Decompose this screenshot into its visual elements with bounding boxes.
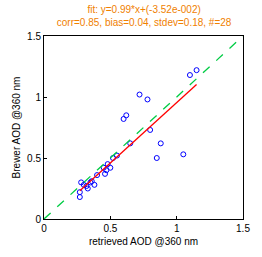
svg-text:1.5: 1.5 bbox=[27, 31, 41, 42]
svg-text:Brewer AOD @360 nm: Brewer AOD @360 nm bbox=[11, 77, 22, 179]
svg-text:fit: y=0.99*x+(-3.52e-002)corr: fit: y=0.99*x+(-3.52e-002)corr=0.85, bia… bbox=[57, 4, 232, 28]
svg-text:1.5: 1.5 bbox=[236, 223, 250, 234]
svg-text:1: 1 bbox=[174, 223, 180, 234]
svg-text:1: 1 bbox=[35, 92, 41, 103]
svg-text:0: 0 bbox=[41, 223, 47, 234]
svg-text:0: 0 bbox=[35, 214, 41, 225]
svg-text:0.5: 0.5 bbox=[103, 223, 117, 234]
svg-text:0.5: 0.5 bbox=[27, 153, 41, 164]
svg-text:retrieved AOD @360 nm: retrieved AOD @360 nm bbox=[89, 236, 198, 247]
